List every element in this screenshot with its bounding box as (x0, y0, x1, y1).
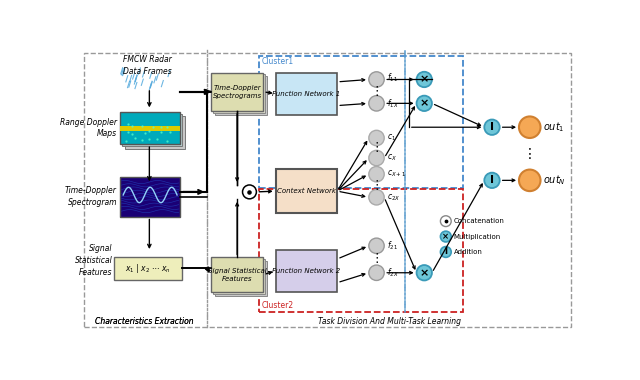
Text: $c_{2X}$: $c_{2X}$ (387, 192, 400, 203)
Text: Characteristics Extraction: Characteristics Extraction (95, 317, 194, 326)
Bar (215, 76, 267, 115)
Circle shape (369, 166, 384, 182)
Text: I: I (490, 175, 494, 185)
Text: ×: × (420, 74, 429, 84)
Circle shape (369, 265, 384, 280)
Bar (122, 114, 182, 146)
Circle shape (369, 72, 384, 87)
Circle shape (369, 96, 384, 111)
Text: I: I (490, 122, 494, 132)
Text: $f_{11}$: $f_{11}$ (387, 72, 397, 84)
Bar (125, 116, 185, 149)
Circle shape (440, 216, 451, 226)
Circle shape (519, 116, 541, 138)
Circle shape (369, 190, 384, 205)
Text: ×: × (442, 232, 449, 241)
Text: Context Network: Context Network (277, 188, 336, 194)
Text: Function Network 2: Function Network 2 (272, 268, 340, 274)
Bar (114, 256, 182, 280)
Text: ⋮: ⋮ (371, 85, 383, 98)
Circle shape (484, 173, 500, 188)
Text: $out_N$: $out_N$ (543, 173, 566, 187)
Bar (120, 127, 180, 131)
Text: $c_{X+1}$: $c_{X+1}$ (387, 169, 406, 179)
Circle shape (484, 120, 500, 135)
Text: ×: × (420, 98, 429, 108)
Circle shape (243, 185, 257, 199)
Bar (276, 73, 337, 115)
Circle shape (417, 265, 432, 280)
Circle shape (440, 231, 451, 242)
Text: I: I (444, 247, 447, 256)
Text: Range Doppler
Maps: Range Doppler Maps (60, 117, 117, 138)
Text: $c_X$: $c_X$ (387, 153, 397, 163)
Bar (211, 257, 263, 292)
Text: ⋮: ⋮ (523, 147, 537, 161)
Text: $c_1$: $c_1$ (387, 133, 396, 143)
Bar (276, 250, 337, 292)
Text: Multiplication: Multiplication (454, 234, 500, 239)
Text: $x_1$ $|$ $x_2$ $\cdots$ $x_n$: $x_1$ $|$ $x_2$ $\cdots$ $x_n$ (125, 262, 171, 275)
Bar (259, 189, 463, 312)
Text: Time-Doppler
Spectrograms: Time-Doppler Spectrograms (212, 85, 262, 99)
Text: Time-Doppler
Spectrogram: Time-Doppler Spectrogram (65, 186, 117, 207)
Bar (120, 176, 180, 217)
Circle shape (369, 150, 384, 166)
Text: ×: × (420, 268, 429, 278)
Text: Task Division And Multi-Task Learning: Task Division And Multi-Task Learning (318, 317, 461, 326)
Circle shape (440, 247, 451, 257)
Text: Concatenation: Concatenation (454, 218, 504, 224)
Text: ⋮: ⋮ (371, 141, 383, 154)
Text: $f_{21}$: $f_{21}$ (387, 239, 397, 252)
Circle shape (417, 96, 432, 111)
Bar (212, 74, 265, 112)
Text: ⋮: ⋮ (371, 179, 383, 192)
Bar (215, 261, 267, 296)
Circle shape (519, 169, 541, 191)
Text: $out_1$: $out_1$ (543, 120, 564, 134)
Text: FMCW Radar
Data Frames: FMCW Radar Data Frames (123, 55, 172, 76)
Text: Cluster1: Cluster1 (262, 57, 294, 66)
Text: Function Network 1: Function Network 1 (272, 91, 340, 97)
Text: Cluster2: Cluster2 (262, 301, 294, 310)
Circle shape (369, 238, 384, 253)
Text: $f_{1X}$: $f_{1X}$ (387, 97, 398, 109)
Text: Characteristics Extraction: Characteristics Extraction (95, 317, 194, 326)
Bar (212, 259, 265, 293)
Text: $f_{2X}$: $f_{2X}$ (387, 266, 398, 279)
Text: ⋮: ⋮ (371, 252, 383, 265)
Circle shape (369, 130, 384, 146)
Bar (211, 73, 263, 111)
Bar (276, 169, 337, 214)
Bar (120, 112, 180, 144)
Circle shape (417, 72, 432, 87)
Text: Addition: Addition (454, 249, 483, 255)
Text: Signal
Statistical
Features: Signal Statistical Features (75, 244, 113, 277)
Bar (259, 55, 463, 188)
Text: Signal Statistical
Features: Signal Statistical Features (208, 268, 266, 282)
